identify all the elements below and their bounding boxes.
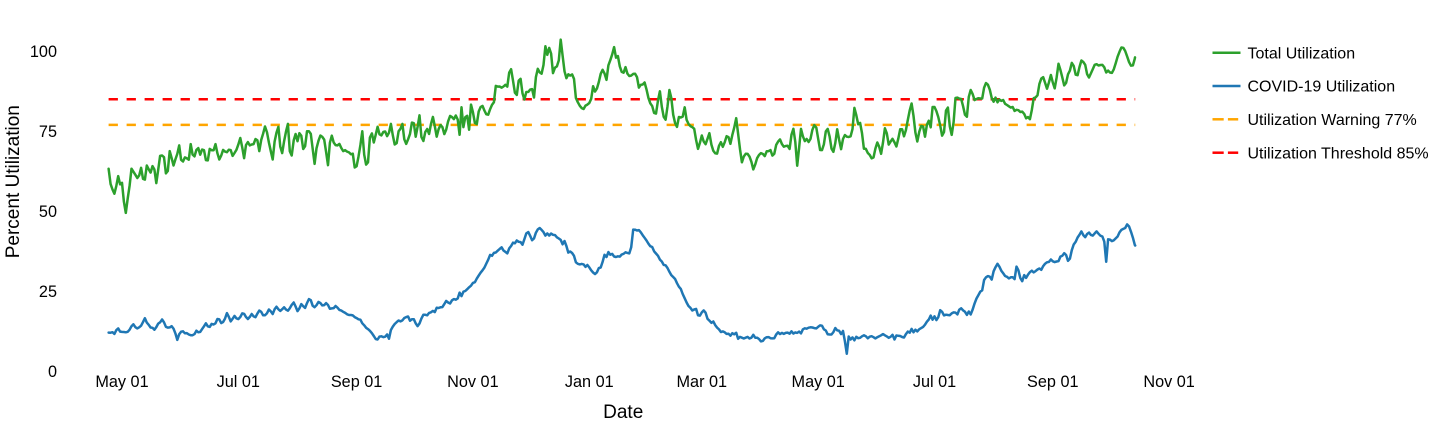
svg-text:Jan 01: Jan 01 xyxy=(565,373,614,391)
svg-text:Total Utilization: Total Utilization xyxy=(1248,45,1356,62)
svg-text:May 01: May 01 xyxy=(792,373,845,391)
svg-text:Date: Date xyxy=(603,402,643,422)
svg-text:Utilization Threshold 85%: Utilization Threshold 85% xyxy=(1248,145,1429,162)
svg-text:100: 100 xyxy=(30,43,57,61)
svg-text:May 01: May 01 xyxy=(95,373,148,391)
svg-text:Percent Utilization: Percent Utilization xyxy=(3,105,24,258)
svg-text:Jul 01: Jul 01 xyxy=(913,373,956,391)
svg-text:Mar 01: Mar 01 xyxy=(677,373,728,391)
svg-text:COVID-19 Utilization: COVID-19 Utilization xyxy=(1248,79,1396,96)
svg-text:Sep 01: Sep 01 xyxy=(331,373,383,391)
svg-text:Jul 01: Jul 01 xyxy=(217,373,260,391)
svg-text:50: 50 xyxy=(39,203,57,221)
svg-text:Sep 01: Sep 01 xyxy=(1027,373,1079,391)
svg-text:Nov 01: Nov 01 xyxy=(447,373,499,391)
svg-text:Utilization Warning 77%: Utilization Warning 77% xyxy=(1248,112,1417,129)
svg-text:25: 25 xyxy=(39,283,57,301)
svg-text:75: 75 xyxy=(39,123,57,141)
svg-text:0: 0 xyxy=(48,363,57,381)
svg-text:Nov 01: Nov 01 xyxy=(1143,373,1195,391)
